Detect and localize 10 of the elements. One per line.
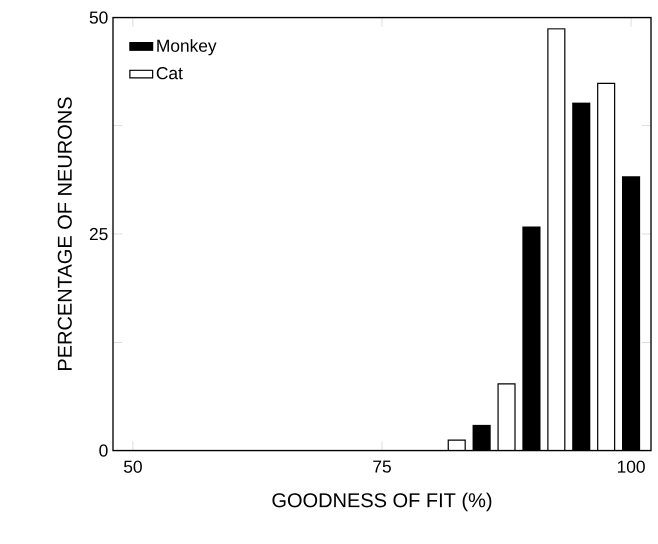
x-tick-label: 100 xyxy=(618,460,645,473)
y-axis-title: PERCENTAGE OF NEURONS xyxy=(58,97,72,370)
y-tick-label: 0 xyxy=(99,444,108,457)
x-tick-label: 75 xyxy=(373,460,391,473)
x-axis-title: GOODNESS OF FIT (%) xyxy=(272,492,492,512)
y-tick-label: 25 xyxy=(90,228,108,240)
legend-label: Cat xyxy=(156,67,183,80)
legend-label: Monkey xyxy=(157,39,217,56)
x-tick-label: 50 xyxy=(124,460,142,473)
y-tick-label: 50 xyxy=(90,11,108,24)
